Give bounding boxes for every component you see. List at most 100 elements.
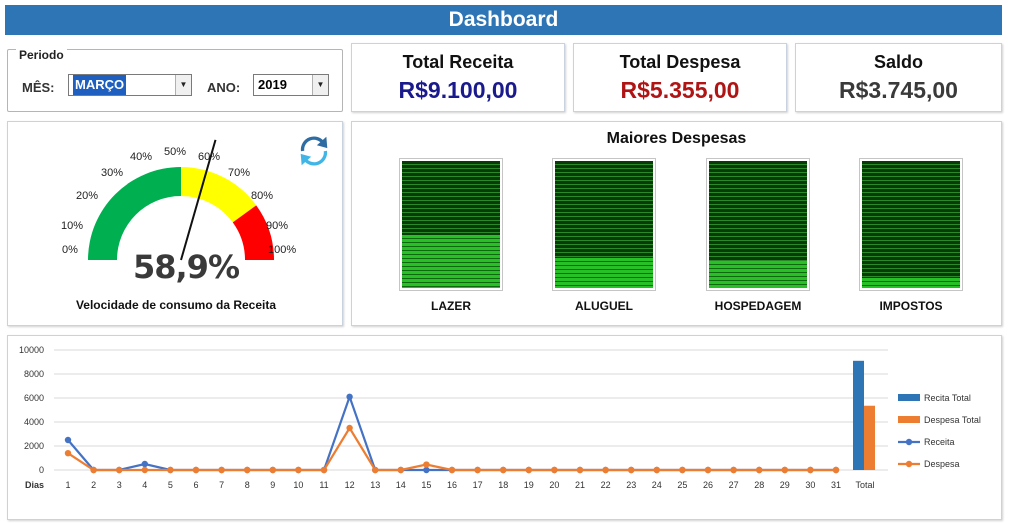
- data-point: [576, 466, 584, 474]
- kpi-saldo-title: Saldo: [873, 52, 923, 72]
- y-tick-label: 0: [39, 465, 44, 475]
- stack-label-aluguel: ALUGUEL: [575, 299, 633, 313]
- x-tick-label: 27: [729, 480, 739, 490]
- x-tick-label: 24: [652, 480, 662, 490]
- data-point: [704, 466, 712, 474]
- y-tick-label: 4000: [24, 417, 44, 427]
- mes-label: MÊS:: [22, 80, 55, 95]
- gauge-tick-30: 30%: [101, 167, 124, 179]
- data-point: [525, 466, 532, 474]
- x-tick-label: 13: [370, 480, 380, 490]
- x-tick-label: 19: [524, 480, 534, 490]
- x-tick-label: 26: [703, 480, 713, 490]
- ano-value: 2019: [258, 77, 287, 92]
- periodo-group: Periodo MÊS: MARÇO ▼ ANO: 2019 ▼: [7, 48, 343, 112]
- x-tick-label: 23: [626, 480, 636, 490]
- data-point: [781, 466, 788, 474]
- data-point: [295, 466, 302, 474]
- periodo-panel: Periodo MÊS: MARÇO ▼ ANO: 2019 ▼: [7, 43, 343, 112]
- y-tick-label: 10000: [19, 345, 44, 355]
- data-point: [218, 466, 225, 474]
- kpi-receita-title: Total Receita: [402, 52, 514, 72]
- data-point: [141, 466, 148, 474]
- x-tick-label-total: Total: [855, 480, 874, 490]
- data-point: [346, 393, 353, 400]
- stack-impostos: [859, 158, 963, 291]
- data-point: [551, 466, 558, 474]
- gauge-value: 58,9%: [132, 248, 240, 286]
- x-tick-label: 22: [601, 480, 611, 490]
- ano-dropdown-icon[interactable]: ▼: [312, 75, 328, 95]
- data-point: [807, 466, 814, 474]
- kpi-saldo-value: R$3.745,00: [839, 77, 958, 103]
- data-point: [756, 466, 763, 474]
- stack-level-impostos: [862, 278, 960, 288]
- gauge-tick-10: 10%: [61, 220, 84, 232]
- data-point: [244, 466, 251, 474]
- gauge-tick-50: 50%: [164, 146, 187, 158]
- mes-select[interactable]: MARÇO ▼: [68, 74, 192, 96]
- data-point: [500, 466, 507, 474]
- x-tick-label: 8: [245, 480, 250, 490]
- gauge-tick-20: 20%: [76, 190, 99, 202]
- x-tick-label: 10: [293, 480, 303, 490]
- stack-level-aluguel: [555, 258, 653, 288]
- ano-select[interactable]: 2019 ▼: [253, 74, 329, 96]
- legend-marker: [905, 438, 913, 446]
- maiores-despesas-title: Maiores Despesas: [606, 130, 747, 147]
- x-tick-label: 5: [168, 480, 173, 490]
- y-tick-label: 8000: [24, 369, 44, 379]
- x-tick-label: 7: [219, 480, 224, 490]
- legend-marker: [905, 460, 913, 468]
- data-point: [423, 466, 430, 474]
- stack-level-hospedagem: [709, 261, 807, 288]
- x-tick-label: 28: [754, 480, 764, 490]
- kpi-total-despesa: Total Despesa R$5.355,00: [573, 43, 787, 112]
- gauge-caption: Velocidade de consumo da Receita: [75, 298, 277, 312]
- kpi-despesa-title: Total Despesa: [619, 52, 741, 72]
- x-tick-label: 2: [91, 480, 96, 490]
- refresh-icon[interactable]: [295, 132, 333, 170]
- data-point: [448, 466, 456, 474]
- x-tick-label: 4: [142, 480, 147, 490]
- series-line: [67, 393, 836, 472]
- stack-label-hospedagem: HOSPEDAGEM: [714, 299, 802, 313]
- data-point: [397, 466, 404, 474]
- ano-label: ANO:: [207, 80, 241, 95]
- legend-label: Receita: [924, 437, 955, 447]
- data-point: [64, 436, 72, 444]
- data-point: [269, 466, 276, 474]
- y-tick-label: 2000: [24, 441, 44, 451]
- x-tick-label: 31: [831, 480, 841, 490]
- gauge-panel: 0% 10% 20% 30% 40% 50% 60% 70% 80% 90% 1…: [7, 121, 343, 326]
- x-tick-label: 15: [421, 480, 431, 490]
- stack-aluguel: [552, 158, 656, 291]
- gauge-tick-80: 80%: [251, 190, 274, 202]
- data-point: [167, 466, 174, 474]
- x-tick-label: 17: [473, 480, 483, 490]
- legend-label: Despesa Total: [924, 415, 981, 425]
- data-point: [474, 466, 481, 474]
- mes-dropdown-icon[interactable]: ▼: [175, 75, 191, 95]
- x-tick-label: 9: [270, 480, 275, 490]
- data-point: [346, 424, 353, 432]
- data-point: [192, 466, 200, 474]
- data-point: [90, 466, 97, 474]
- kpi-saldo: Saldo R$3.745,00: [795, 43, 1002, 112]
- x-tick-label: 30: [805, 480, 815, 490]
- stack-dark-fill: [555, 161, 653, 258]
- data-point: [730, 466, 737, 474]
- daily-chart-panel: 0 2000 4000 6000 8000 10000 Dias 1 2 3 4 5 6 7 8 9 10 11 1…: [7, 335, 1002, 520]
- mes-value: MARÇO: [73, 75, 127, 95]
- gauge-tick-70: 70%: [228, 167, 251, 179]
- x-tick-label: 25: [677, 480, 687, 490]
- data-point: [141, 460, 148, 468]
- data-point: [653, 466, 660, 474]
- data-point: [64, 450, 72, 457]
- x-axis-title: Dias: [25, 480, 44, 490]
- stack-dark-fill: [402, 161, 500, 235]
- gauge-green-zone: [88, 167, 181, 260]
- stack-level-lazer: [402, 235, 500, 288]
- x-tick-label: 16: [447, 480, 457, 490]
